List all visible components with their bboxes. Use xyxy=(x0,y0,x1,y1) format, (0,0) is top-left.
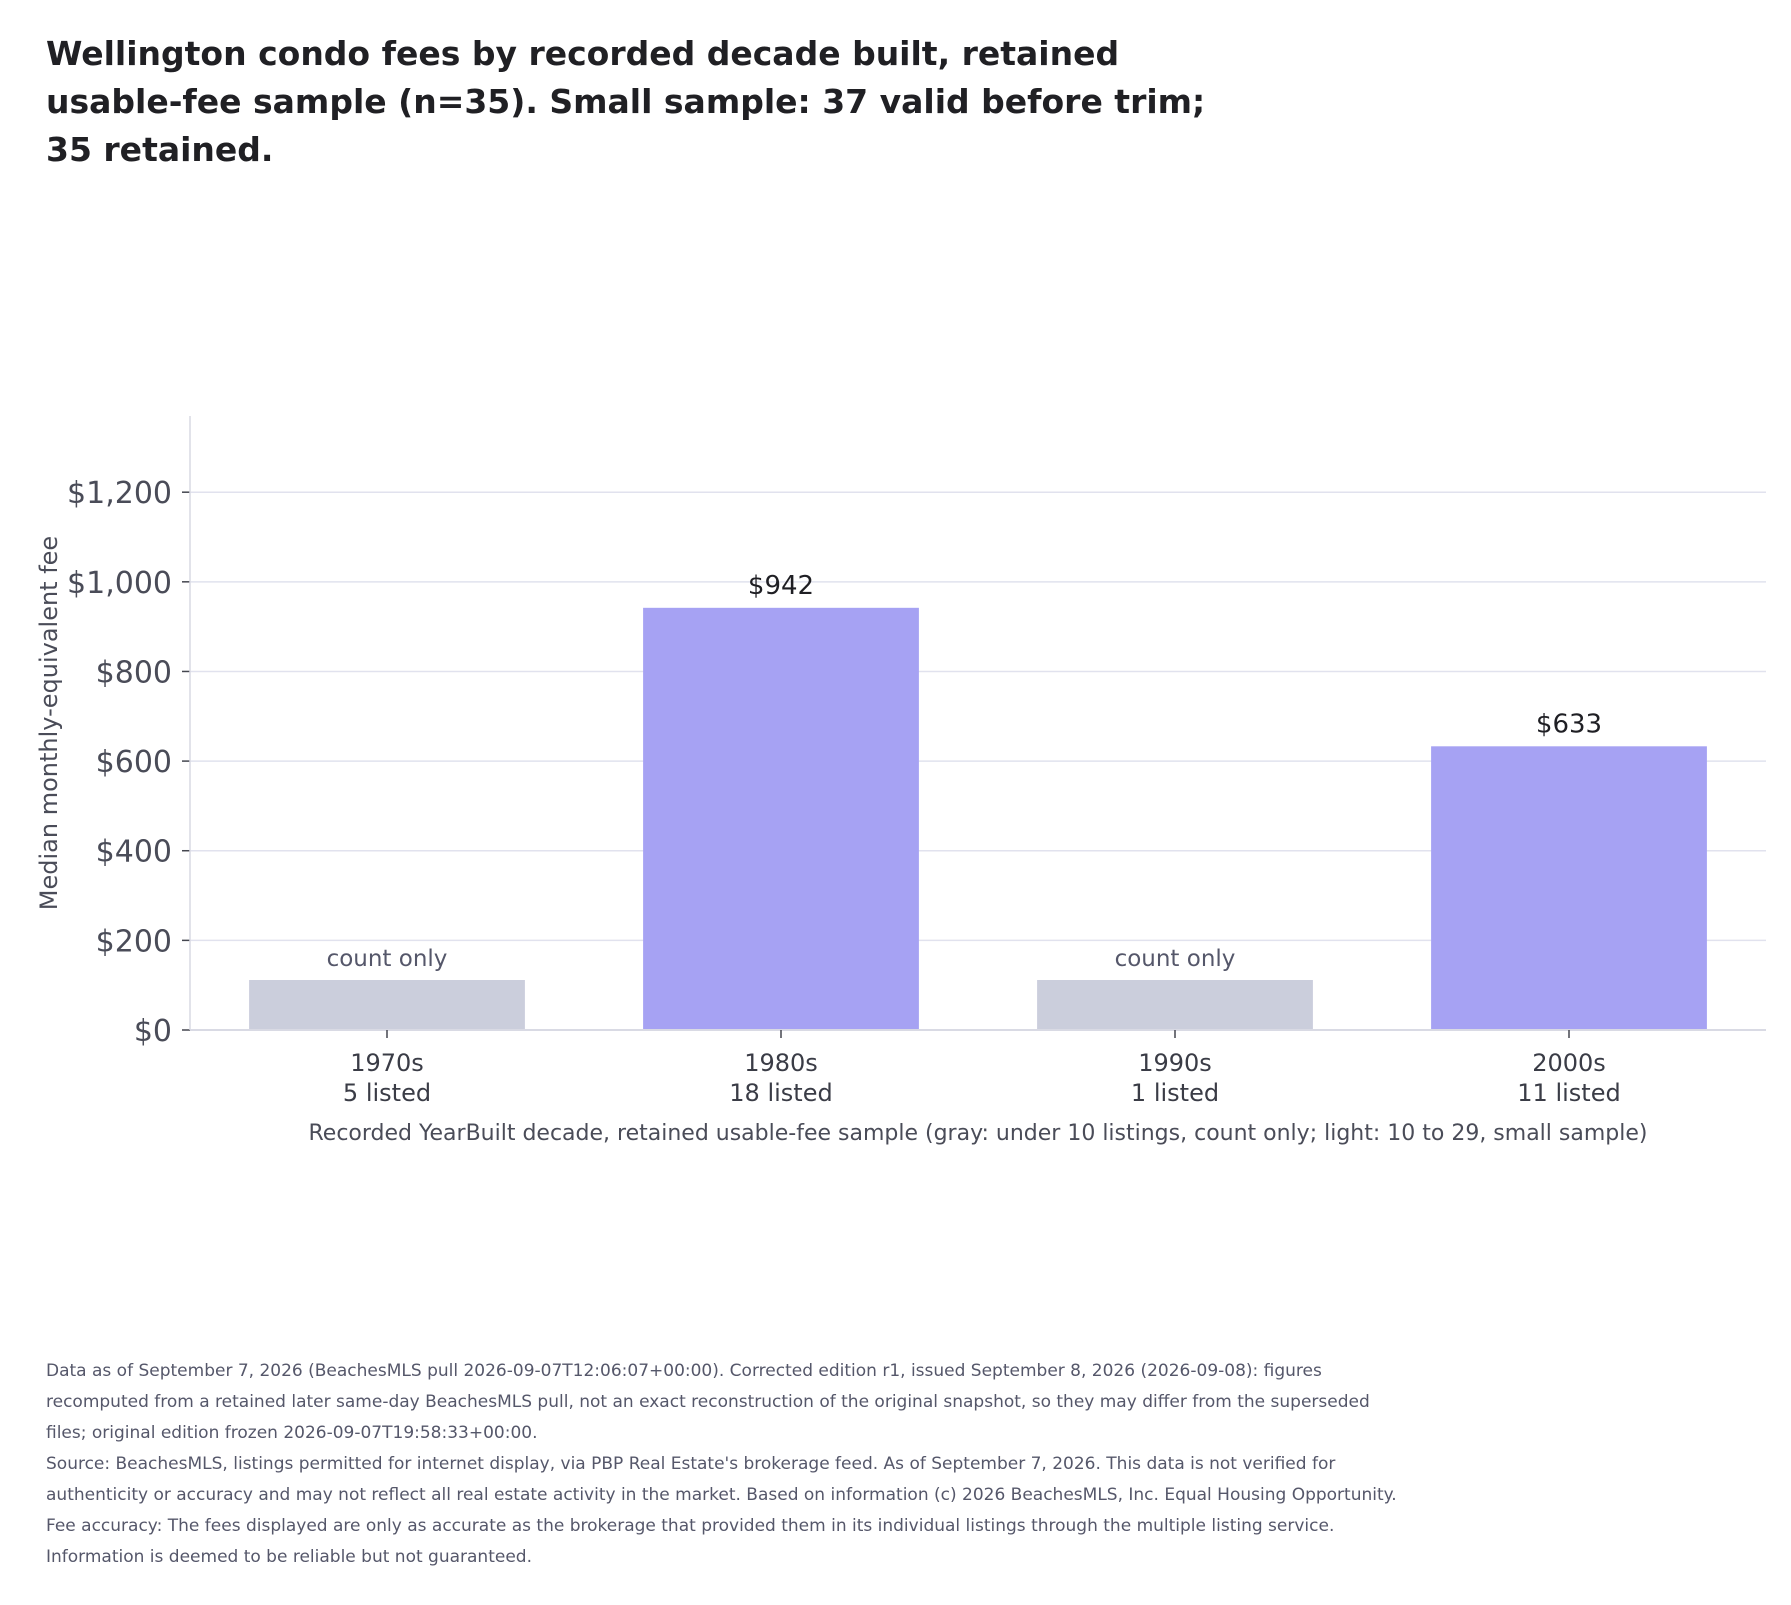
count-only-label: count only xyxy=(327,946,448,972)
bars xyxy=(249,607,1707,1030)
x-tick-label: 1980s xyxy=(744,1049,818,1077)
y-tick-label: $1,200 xyxy=(67,476,172,511)
bar-2000s xyxy=(1431,746,1707,1030)
y-tick-label: $1,000 xyxy=(67,566,172,601)
value-labels: count only $942 count only $633 xyxy=(327,571,1603,972)
source-note: Source: BeachesMLS, listings permitted f… xyxy=(46,1454,1397,1567)
count-only-label: count only xyxy=(1115,946,1236,972)
x-tick-count: 5 listed xyxy=(343,1079,431,1107)
y-axis-title: Median monthly-equivalent fee xyxy=(35,536,63,910)
value-label: $942 xyxy=(748,571,814,601)
chart-title: Wellington condo fees by recorded decade… xyxy=(46,34,1206,169)
footer-notes: Data as of September 7, 2026 (BeachesMLS… xyxy=(46,1356,1406,1573)
y-axis: $0 $200 $400 $600 $800 $1,000 $1,200 xyxy=(67,416,191,1049)
bar-1970s xyxy=(249,980,525,1030)
y-tick-label: $0 xyxy=(134,1014,172,1049)
x-axis-title: Recorded YearBuilt decade, retained usab… xyxy=(309,1121,1648,1146)
x-tick-count: 1 listed xyxy=(1131,1079,1219,1107)
edition-note: Data as of September 7, 2026 (BeachesMLS… xyxy=(46,1361,1370,1443)
x-tick-label: 2000s xyxy=(1532,1049,1606,1077)
y-tick-label: $200 xyxy=(96,924,172,959)
y-tick-label: $800 xyxy=(96,655,172,690)
y-tick-label: $400 xyxy=(96,835,172,870)
x-tick-count: 18 listed xyxy=(729,1079,832,1107)
x-tick-label: 1970s xyxy=(350,1049,424,1077)
bar-1980s xyxy=(643,607,919,1030)
y-tick-label: $600 xyxy=(96,745,172,780)
bar-1990s xyxy=(1037,980,1313,1030)
x-tick-label: 1990s xyxy=(1138,1049,1212,1077)
x-tick-count: 11 listed xyxy=(1517,1079,1620,1107)
value-label: $633 xyxy=(1536,709,1602,739)
